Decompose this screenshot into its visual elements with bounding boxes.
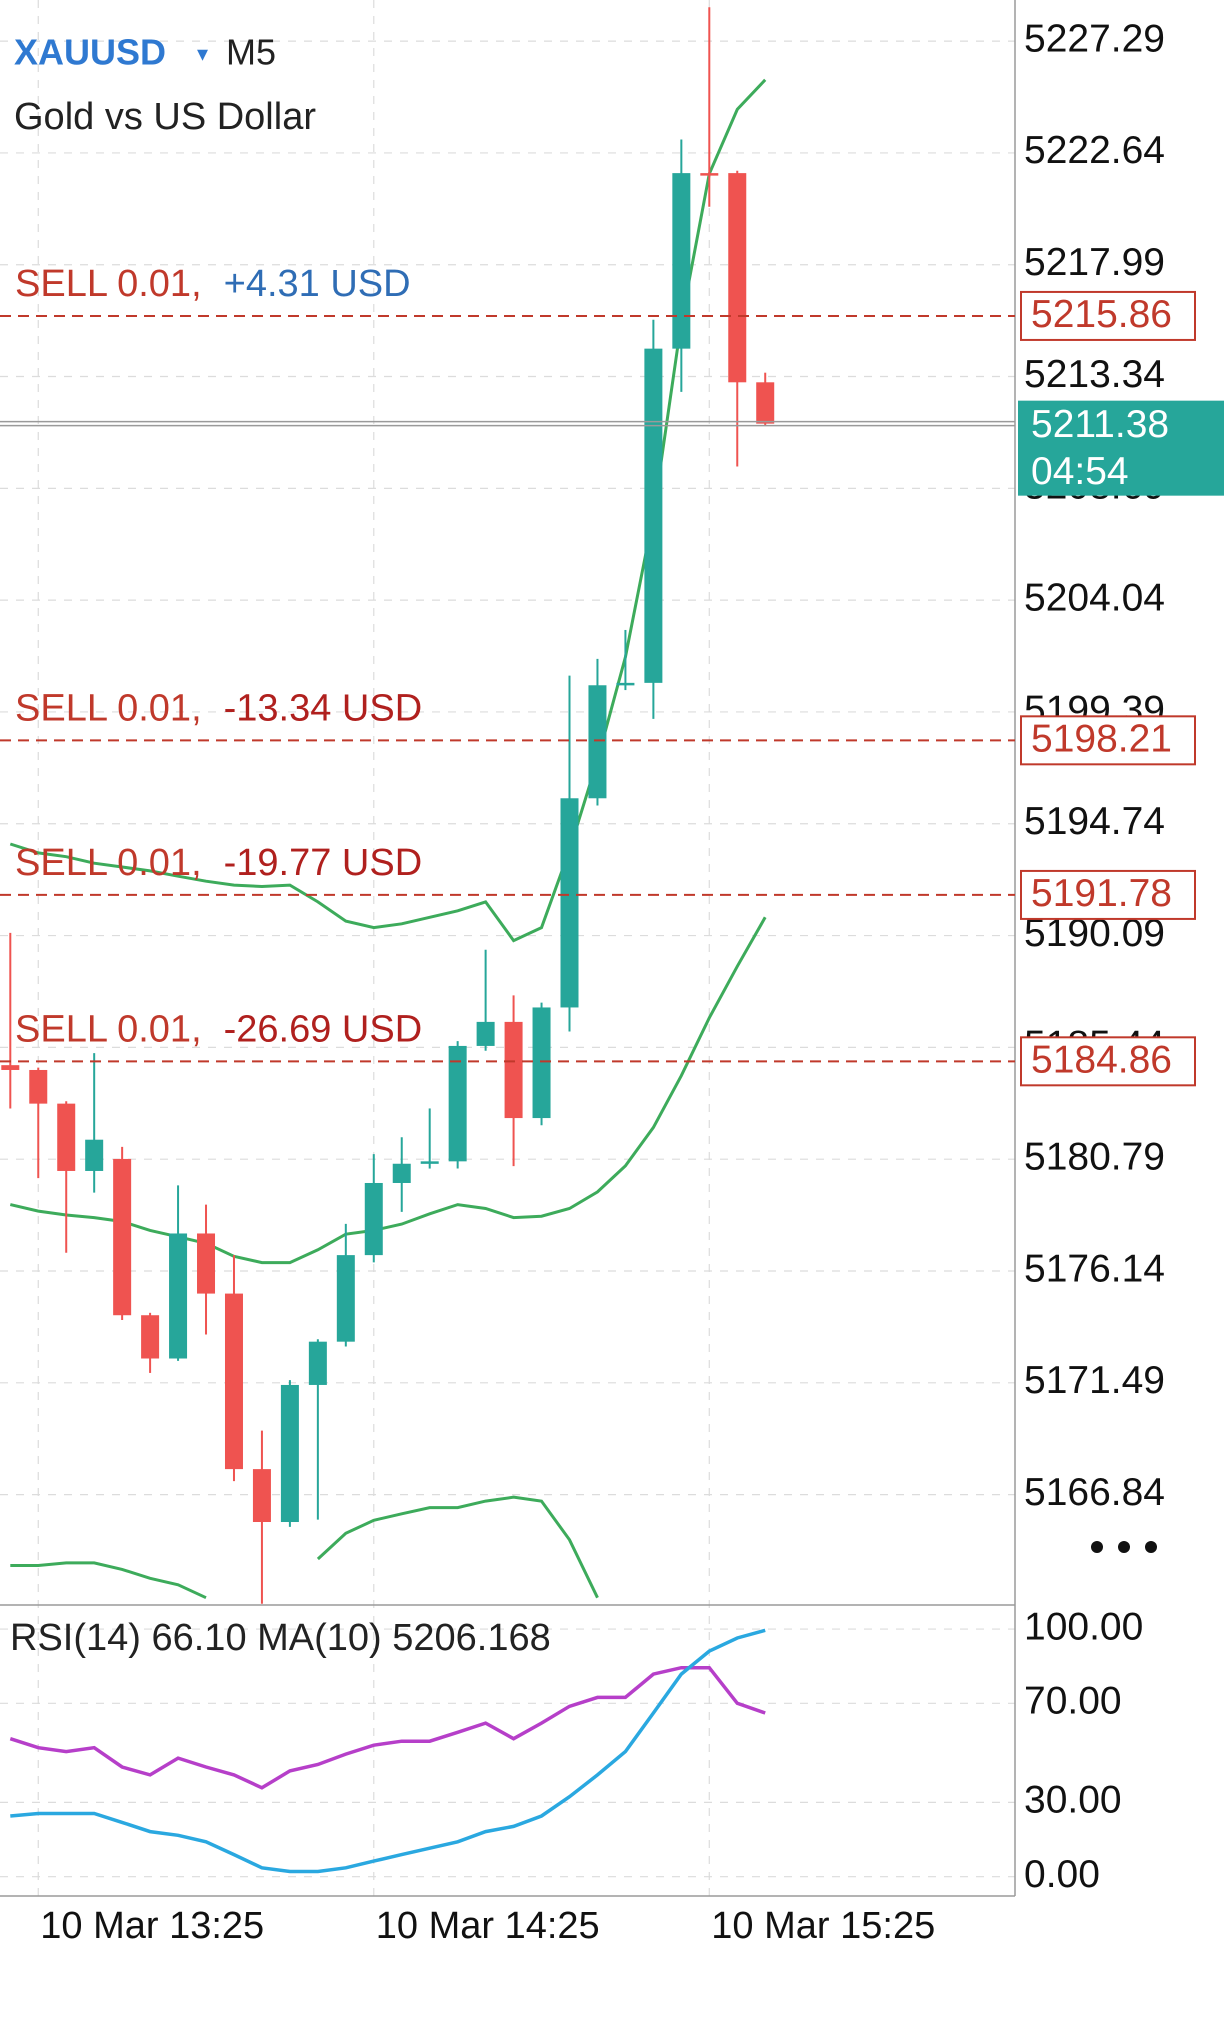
band-line — [9, 78, 767, 943]
header: XAUUSD ▾ M5 Gold vs US Dollar — [14, 32, 316, 139]
candle-body — [476, 1021, 495, 1046]
overlays: SELL 0.01, +4.31 USD 5215.86 SELL 0.01, -13.… — [0, 263, 1224, 1087]
y-tick-label: 5166.84 — [1024, 1471, 1165, 1514]
order-label: SELL 0.01, -13.34 USD — [15, 687, 422, 729]
candle-body — [616, 682, 635, 686]
price-panel — [1, 7, 775, 1604]
description: Gold vs US Dollar — [14, 96, 316, 138]
order-price-box — [1020, 715, 1196, 766]
candle-body — [280, 1384, 299, 1523]
more-menu[interactable] — [1091, 1541, 1157, 1553]
candle-body — [57, 1103, 76, 1171]
band-line — [9, 916, 767, 1265]
candle-body — [420, 1161, 439, 1164]
x-tick-label: 10 Mar 13:25 — [40, 1905, 264, 1947]
timeframe[interactable]: M5 — [226, 32, 276, 73]
order-profit: -19.77 USD — [224, 842, 423, 884]
y-tick-label: 70.00 — [1024, 1680, 1122, 1723]
menu-dot[interactable] — [1091, 1541, 1103, 1553]
y-tick-label: 5204.04 — [1024, 576, 1165, 619]
candle-body — [1, 1065, 20, 1070]
y-tick-label: 5176.14 — [1024, 1247, 1165, 1290]
candle-body — [588, 685, 607, 799]
candle-body — [700, 173, 719, 176]
candle-body — [448, 1045, 467, 1162]
current-price-box — [1018, 400, 1224, 496]
candle-body — [113, 1158, 132, 1316]
order-side: SELL 0.01, — [15, 687, 202, 729]
candle-body — [504, 1021, 523, 1119]
axis-labels: 5227.295222.645217.995213.345208.695204.… — [10, 17, 1165, 1947]
candle-body — [141, 1315, 160, 1359]
order-label: SELL 0.01, +4.31 USD — [15, 263, 411, 305]
menu-dot[interactable] — [1118, 1541, 1130, 1553]
countdown: 04:54 — [1031, 450, 1129, 493]
indicator-line — [10, 1628, 766, 1874]
order-price-box — [1020, 1036, 1196, 1087]
symbol[interactable]: XAUUSD — [14, 32, 166, 73]
candle-body — [728, 173, 747, 383]
candle-body — [560, 798, 579, 1008]
current-price: 5211.38 — [1031, 403, 1169, 446]
y-tick-label: 5217.99 — [1024, 241, 1165, 284]
order-profit: -13.34 USD — [224, 687, 423, 729]
order-side: SELL 0.01, — [15, 842, 202, 884]
y-tick-label: 30.00 — [1024, 1779, 1122, 1822]
indicator-title: RSI(14) 66.10 MA(10) 5206.168 — [10, 1617, 551, 1659]
y-tick-label: 5171.49 — [1024, 1359, 1165, 1402]
candle-body — [364, 1182, 383, 1256]
x-tick-label: 10 Mar 15:25 — [711, 1905, 935, 1947]
order-profit: -26.69 USD — [224, 1008, 423, 1050]
order-price-box — [1020, 869, 1196, 920]
x-tick-label: 10 Mar 14:25 — [376, 1905, 600, 1947]
candle-body — [308, 1341, 327, 1385]
candle-body — [392, 1163, 411, 1183]
y-tick-label: 5222.64 — [1024, 129, 1165, 172]
y-tick-label: 5180.79 — [1024, 1135, 1165, 1178]
y-tick-label: 5227.29 — [1024, 17, 1165, 60]
candle-body — [336, 1255, 355, 1342]
menu-dot[interactable] — [1145, 1541, 1157, 1553]
candle-body — [85, 1139, 104, 1171]
candle-body — [224, 1293, 243, 1470]
grid — [0, 0, 1015, 1896]
order-profit: +4.31 USD — [224, 263, 411, 305]
order-price-box — [1020, 290, 1196, 341]
y-tick-label: 5213.34 — [1024, 353, 1165, 396]
candle-body — [197, 1233, 216, 1294]
order-price: 5184.86 — [1031, 1039, 1172, 1082]
y-tick-label: 5194.74 — [1024, 800, 1165, 843]
candle-body — [29, 1069, 48, 1104]
candle-body — [169, 1233, 188, 1359]
order-price: 5215.86 — [1031, 293, 1172, 336]
order-label: SELL 0.01, -26.69 USD — [15, 1008, 422, 1050]
candle-body — [532, 1007, 551, 1119]
order-label: SELL 0.01, -19.77 USD — [15, 842, 422, 884]
order-price: 5191.78 — [1031, 872, 1172, 915]
y-tick-label: 0.00 — [1024, 1853, 1100, 1896]
band-line — [10, 1495, 599, 1600]
y-tick-label: 100.00 — [1024, 1605, 1143, 1648]
candle-body — [756, 382, 775, 424]
symbol-dropdown[interactable]: ▾ — [197, 41, 208, 66]
candle-body — [644, 348, 663, 683]
candle-body — [672, 173, 691, 349]
indicator-line — [9, 1665, 766, 1790]
rsi-panel — [9, 1628, 766, 1874]
order-price: 5198.21 — [1031, 718, 1172, 761]
order-side: SELL 0.01, — [15, 1008, 202, 1050]
candle-body — [252, 1469, 271, 1523]
order-side: SELL 0.01, — [15, 263, 202, 305]
